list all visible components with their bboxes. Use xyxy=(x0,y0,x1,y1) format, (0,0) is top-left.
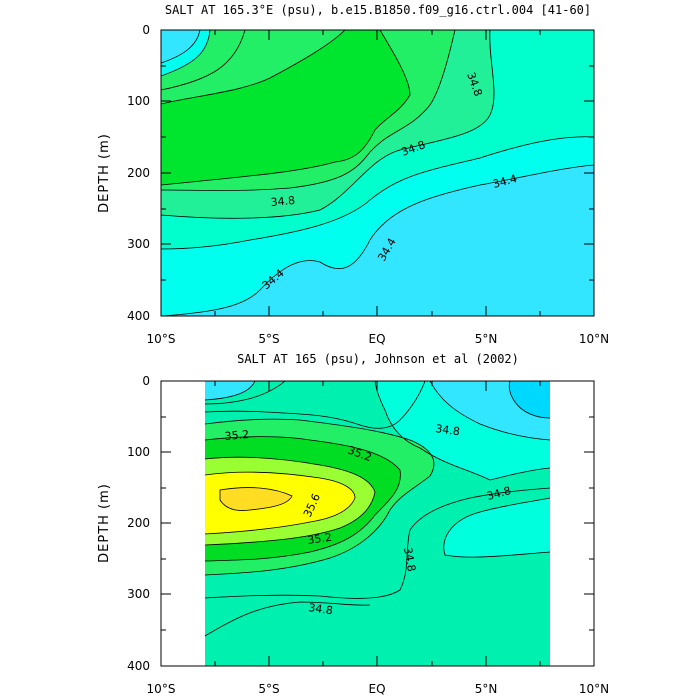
model-x-tick-labels: 10°S 5°S EQ 5°N 10°N xyxy=(147,332,610,346)
observed-contour-fill xyxy=(205,381,550,666)
y-tick-label: 200 xyxy=(127,166,150,180)
y-tick-label: 200 xyxy=(127,516,150,530)
model-contour-lines xyxy=(161,30,594,316)
observed-x-ticks xyxy=(160,381,595,666)
model-y-axis-label: DEPTH (m) xyxy=(97,133,112,213)
y-tick-label: 300 xyxy=(127,237,150,251)
y-tick-label: 300 xyxy=(127,587,150,601)
x-tick-label: 10°S xyxy=(147,332,176,346)
observed-salinity-panel: SALT AT 165 (psu), Johnson et al (2002) xyxy=(97,352,609,696)
band-surface-fresh-2 xyxy=(161,30,210,76)
contour-label: 34.8 xyxy=(435,422,461,438)
contour-label: 34.8 xyxy=(485,484,512,503)
model-x-ticks xyxy=(160,30,595,316)
band-below-34.4 xyxy=(509,381,550,418)
y-tick-label: 400 xyxy=(127,309,150,323)
observed-y-tick-labels: 0 100 200 300 400 xyxy=(127,374,150,673)
y-tick-label: 100 xyxy=(127,445,150,459)
observed-contour-lines xyxy=(205,381,550,637)
contour-label: 34.8 xyxy=(270,194,296,209)
band-surface-left xyxy=(205,381,255,400)
x-tick-label: 5°N xyxy=(475,682,498,696)
contour-label: 35.2 xyxy=(307,531,333,547)
band-34.6-34.8-deep xyxy=(443,498,550,558)
band-surface-fresh xyxy=(161,30,200,63)
x-tick-label: EQ xyxy=(368,682,385,696)
contour-label: 34.8 xyxy=(401,546,418,572)
x-tick-label: 10°N xyxy=(579,332,609,346)
band-above-35.8 xyxy=(220,487,292,511)
observed-panel-title: SALT AT 165 (psu), Johnson et al (2002) xyxy=(237,352,519,366)
x-tick-label: 5°S xyxy=(258,682,279,696)
model-contour-fill xyxy=(161,30,594,316)
model-y-ticks xyxy=(161,29,594,317)
x-tick-label: EQ xyxy=(368,332,385,346)
model-contour-labels: 34.8 34.8 34.8 34.4 34.4 34.4 xyxy=(260,71,519,293)
model-panel-title: SALT AT 165.3°E (psu), b.e15.B1850.f09_g… xyxy=(165,3,591,17)
model-salinity-panel: SALT AT 165.3°E (psu), b.e15.B1850.f09_g… xyxy=(97,3,609,346)
model-y-tick-labels: 0 100 200 300 400 xyxy=(127,23,150,323)
observed-y-axis-label: DEPTH (m) xyxy=(97,483,112,563)
observed-contour-labels: 35.2 35.2 35.6 35.2 34.8 34.8 34.8 34.8 xyxy=(224,422,512,617)
y-tick-label: 100 xyxy=(127,94,150,108)
band-35.2-35.4 xyxy=(161,30,410,185)
contour-label: 34.8 xyxy=(308,601,334,617)
y-tick-label: 400 xyxy=(127,659,150,673)
observed-x-tick-labels: 10°S 5°S EQ 5°N 10°N xyxy=(147,682,610,696)
x-tick-label: 5°S xyxy=(258,332,279,346)
observed-y-ticks xyxy=(161,380,594,667)
x-tick-label: 10°S xyxy=(147,682,176,696)
y-tick-label: 0 xyxy=(142,23,150,37)
x-tick-label: 5°N xyxy=(475,332,498,346)
y-tick-label: 0 xyxy=(142,374,150,388)
contour-label: 34.4 xyxy=(491,172,518,191)
x-tick-label: 10°N xyxy=(579,682,609,696)
contour-label: 35.2 xyxy=(224,428,250,443)
